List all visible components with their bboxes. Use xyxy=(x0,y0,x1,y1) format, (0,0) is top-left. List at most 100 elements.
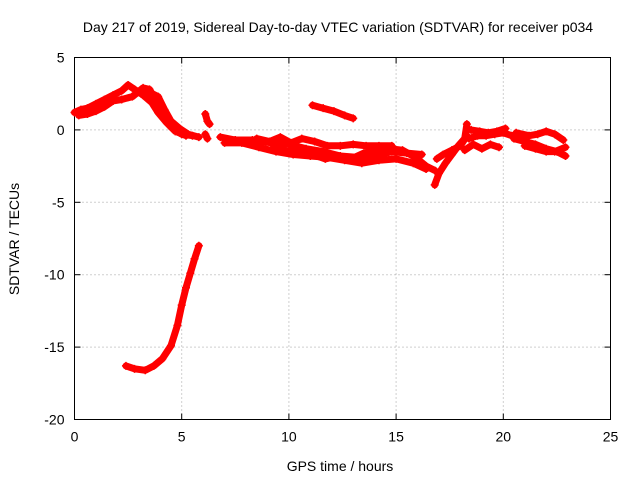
data-point xyxy=(411,153,420,162)
data-point xyxy=(542,127,551,136)
data-point xyxy=(181,283,190,292)
data-point xyxy=(149,361,158,370)
data-point xyxy=(166,341,175,350)
y-tick-label: -15 xyxy=(44,339,64,355)
data-point xyxy=(347,154,356,163)
y-tick-label: -10 xyxy=(44,267,64,283)
data-point xyxy=(276,133,285,142)
data-point xyxy=(216,133,225,142)
data-point xyxy=(469,140,478,149)
data-point xyxy=(398,146,407,155)
data-point xyxy=(205,120,214,129)
data-point xyxy=(464,134,473,143)
data-point xyxy=(109,96,118,105)
data-point xyxy=(158,354,167,363)
x-tick-label: 15 xyxy=(388,429,404,445)
data-point xyxy=(336,141,345,150)
data-point xyxy=(201,130,210,139)
x-tick-label: 0 xyxy=(71,429,79,445)
data-point xyxy=(525,131,534,140)
data-point xyxy=(139,91,148,100)
data-point xyxy=(237,138,246,147)
data-point xyxy=(434,169,443,178)
data-point xyxy=(550,130,559,139)
data-point xyxy=(254,143,263,152)
grid-lines xyxy=(74,57,611,420)
y-tick-label: 5 xyxy=(57,50,65,66)
data-point xyxy=(323,141,332,150)
data-point xyxy=(100,102,109,111)
data-point xyxy=(220,138,229,147)
data-point xyxy=(329,107,338,116)
data-point xyxy=(456,141,465,150)
data-point xyxy=(475,127,484,136)
data-point xyxy=(117,95,126,104)
data-point xyxy=(194,241,203,250)
chart-title: Day 217 of 2019, Sidereal Day-to-day VTE… xyxy=(83,19,593,35)
data-point xyxy=(334,151,343,160)
data-point xyxy=(74,111,83,120)
data-point xyxy=(265,137,274,146)
data-point xyxy=(477,144,486,153)
data-point xyxy=(203,134,212,143)
data-point xyxy=(492,127,501,136)
data-point xyxy=(194,133,203,142)
data-point xyxy=(510,134,519,143)
data-point xyxy=(186,269,195,278)
data-point xyxy=(357,159,366,168)
data-point xyxy=(430,180,439,189)
data-point xyxy=(561,151,570,160)
axis-ticks: 0 5 10 15 20 25 -20 -15 -10 -5 0 5 xyxy=(44,50,618,445)
data-point xyxy=(372,146,381,155)
data-point xyxy=(531,144,540,153)
data-point xyxy=(308,150,317,159)
data-point xyxy=(139,83,148,92)
data-point xyxy=(561,143,570,152)
data-point xyxy=(542,147,551,156)
data-point xyxy=(432,154,441,163)
data-point xyxy=(141,366,150,375)
data-point xyxy=(447,146,456,155)
data-point xyxy=(130,364,139,373)
data-point xyxy=(100,95,109,104)
data-series xyxy=(70,81,570,375)
data-point xyxy=(501,124,510,133)
data-point xyxy=(495,143,504,152)
data-point xyxy=(359,149,368,158)
data-point xyxy=(349,140,358,149)
y-tick-label: 0 xyxy=(57,122,65,138)
data-point xyxy=(308,101,317,110)
data-point xyxy=(349,114,358,123)
data-point xyxy=(190,254,199,263)
data-point xyxy=(295,144,304,153)
data-point xyxy=(173,321,182,330)
data-point xyxy=(177,301,186,310)
data-point xyxy=(83,109,92,118)
x-tick-label: 10 xyxy=(281,429,297,445)
y-tick-label: -5 xyxy=(52,194,65,210)
data-point xyxy=(147,98,156,107)
data-point xyxy=(91,107,100,116)
data-point xyxy=(559,136,568,145)
x-tick-label: 5 xyxy=(178,429,186,445)
data-point xyxy=(201,109,210,118)
data-point xyxy=(321,154,330,163)
data-point xyxy=(422,162,431,171)
data-point xyxy=(340,111,349,120)
x-tick-label: 20 xyxy=(496,429,512,445)
data-point xyxy=(282,147,291,156)
plot-frame xyxy=(74,57,611,420)
y-axis-label: SDTVAR / TECUs xyxy=(6,183,22,295)
data-point xyxy=(417,150,426,159)
x-axis-label: GPS time / hours xyxy=(287,458,394,474)
data-point xyxy=(512,128,521,137)
data-point xyxy=(439,150,448,159)
data-point xyxy=(252,134,261,143)
data-point xyxy=(441,159,450,168)
data-point xyxy=(117,86,126,95)
data-point xyxy=(484,128,493,137)
data-point xyxy=(310,137,319,146)
data-point xyxy=(392,154,401,163)
